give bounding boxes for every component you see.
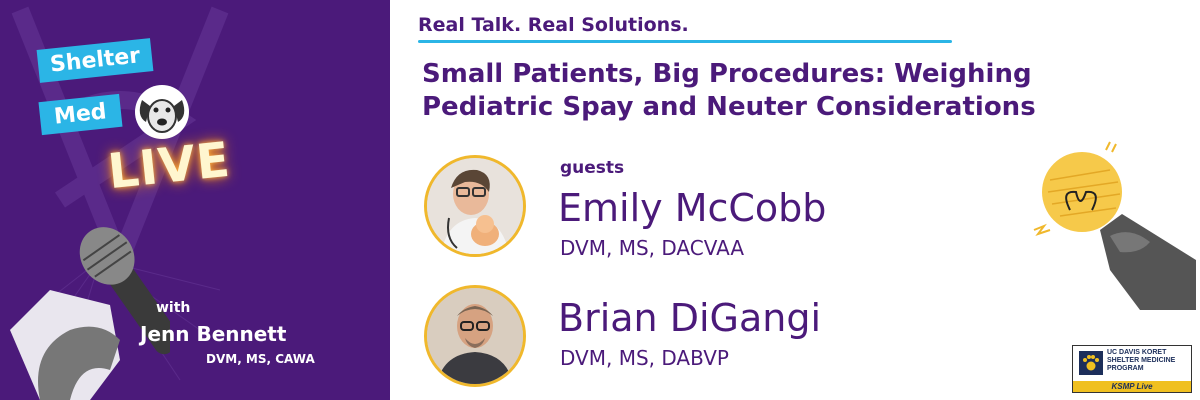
guest-name: Emily McCobb	[558, 186, 827, 230]
dog-head-icon	[135, 85, 189, 139]
host-credentials: DVM, MS, CAWA	[206, 352, 315, 366]
badge-line-3: PROGRAM	[1107, 365, 1144, 372]
with-label: with	[156, 300, 191, 316]
lightbulb-hand-icon	[1033, 141, 1196, 310]
microphone-icon	[10, 227, 170, 400]
guest-name: Brian DiGangi	[558, 296, 822, 340]
episode-title: Small Patients, Big Procedures: Weighing…	[422, 58, 1142, 124]
left-panel: Shelter Med LIVE with Jenn Bennett DVM, …	[0, 0, 390, 400]
person-portrait-icon	[427, 288, 523, 384]
badge-text: UC DAVIS KORET SHELTER MEDICINE PROGRAM	[1107, 349, 1175, 373]
guest-credentials: DVM, MS, DABVP	[560, 346, 729, 370]
badge-line-1: UC DAVIS KORET	[1107, 349, 1167, 356]
person-with-kitten-icon	[427, 158, 523, 254]
tagline-underline	[418, 40, 952, 43]
guest-photo-emily	[424, 155, 526, 257]
guest-credentials: DVM, MS, DACVAA	[560, 236, 745, 260]
badge-footer: KSMP Live	[1073, 381, 1191, 392]
guests-label: guests	[560, 158, 625, 178]
episode-title-line-1: Small Patients, Big Procedures: Weighing	[422, 59, 1032, 89]
episode-title-line-2: Pediatric Spay and Neuter Considerations	[422, 92, 1036, 122]
ksmp-live-badge: UC DAVIS KORET SHELTER MEDICINE PROGRAM …	[1072, 345, 1192, 393]
host-name: Jenn Bennett	[140, 322, 287, 346]
badge-line-2: SHELTER MEDICINE	[1107, 357, 1176, 364]
paw-logo-icon	[1079, 351, 1103, 375]
guest-photo-brian	[424, 285, 526, 387]
tagline: Real Talk. Real Solutions.	[418, 14, 689, 36]
